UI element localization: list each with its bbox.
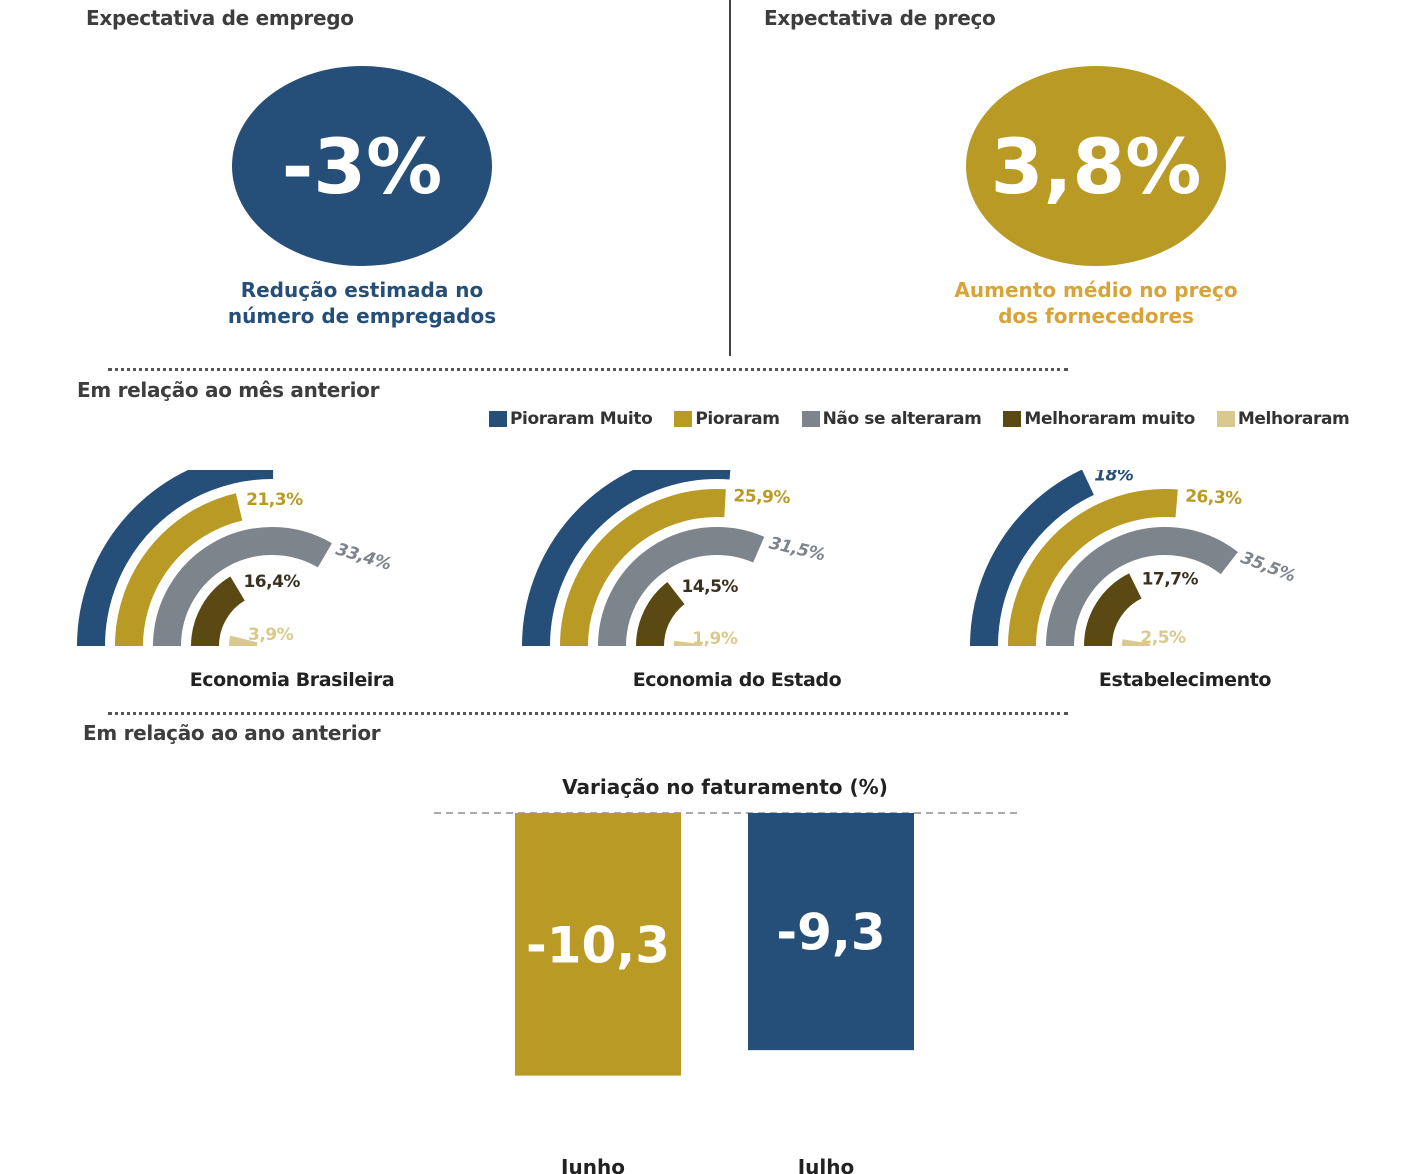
radial-chart-title: Economia Brasileira: [190, 669, 395, 691]
arc-value-label: 31,5%: [767, 533, 827, 565]
legend-label: Melhoraram: [1237, 409, 1350, 429]
legend-swatch: [1003, 411, 1022, 427]
price-title: Expectativa de preço: [764, 6, 996, 30]
legend-label: Melhoraram muito: [1024, 409, 1195, 429]
yearly-title: Em relação ao ano anterior: [83, 721, 381, 745]
dotted-separator: [108, 368, 1068, 371]
arc-melhoraram: [229, 635, 258, 647]
price-caption-line2: dos fornecedores: [998, 304, 1194, 328]
legend-swatch: [489, 411, 507, 427]
arc-value-label: 3,9%: [248, 625, 294, 645]
legend-item: Melhoraram: [1216, 409, 1350, 429]
arc-pioraram-muito: [970, 470, 1095, 647]
bar-julho: [748, 813, 914, 1051]
radial-chart-title: Economia do Estado: [633, 669, 842, 691]
arc-value-label: 35,5%: [1238, 548, 1298, 587]
arc-n-o-se-alteraram: [598, 527, 765, 647]
arc-n-o-se-alteraram: [1046, 527, 1238, 647]
revenue-bar-chart: Variação no faturamento (%) -10,3 Junho -9,…: [434, 775, 1018, 1174]
arc-value-label: 2,5%: [1140, 628, 1186, 648]
arc-melhoraram-muito: [636, 582, 686, 647]
bar-category-label: Julho: [796, 1155, 855, 1174]
employment-caption-line2: número de empregados: [227, 304, 497, 328]
vertical-divider: [729, 0, 731, 356]
legend-swatch: [674, 411, 693, 427]
arc-value-label: 26,3%: [1185, 487, 1243, 510]
bar-junho: [515, 813, 681, 1076]
radial-chart-title: Estabelecimento: [1099, 669, 1272, 691]
arc-value-label: 26,2%: [739, 470, 797, 471]
legend-item: Melhoraram muito: [1003, 409, 1195, 429]
legend-item: Pioraram Muito: [489, 409, 653, 429]
arc-melhoraram-muito: [191, 576, 246, 647]
legend-swatch: [1216, 411, 1235, 427]
arc-pioraram: [1008, 489, 1178, 647]
price-value: 3,8%: [990, 121, 1202, 211]
legend-item: Pioraram: [674, 409, 780, 429]
employment-value-oval: -3%: [232, 66, 492, 266]
arc-pioraram-muito: [77, 470, 274, 647]
employment-value: -3%: [281, 121, 443, 211]
arc-value-label: 17,7%: [1142, 569, 1199, 589]
legend-label: Pioraram: [695, 409, 780, 429]
employment-title: Expectativa de emprego: [86, 6, 354, 30]
legend-label: Não se alteraram: [822, 409, 982, 429]
dotted-separator: [108, 712, 1068, 715]
arc-pioraram: [115, 493, 243, 647]
price-value-oval: 3,8%: [966, 66, 1226, 266]
bar-value-label: -10,3: [526, 916, 670, 974]
arc-value-label: 16,4%: [243, 572, 300, 592]
radial-charts: 25,1%21,3%33,4%16,4%3,9%Economia Brasile…: [77, 470, 1298, 691]
legend: Pioraram Muito Pioraram Não se alteraram Me…: [489, 409, 1350, 429]
monthly-title: Em relação ao mês anterior: [77, 378, 380, 402]
arc-value-label: 21,3%: [246, 490, 303, 510]
legend-label: Pioraram Muito: [510, 409, 653, 429]
bar-value-label: -9,3: [776, 904, 885, 962]
employment-caption: Redução estimada no número de empregados: [212, 277, 512, 329]
legend-swatch: [801, 411, 820, 427]
arc-value-label: 1,9%: [692, 629, 738, 649]
employment-caption-line1: Redução estimada no: [240, 278, 484, 302]
arc-value-label: 14,5%: [681, 577, 738, 597]
arc-pioraram: [560, 489, 726, 647]
price-caption: Aumento médio no preço dos fornecedores: [946, 277, 1246, 329]
arc-value-label: 25,9%: [733, 486, 791, 508]
bar-category-label: Junho: [559, 1155, 625, 1174]
legend-item: Não se alteraram: [801, 409, 982, 429]
arc-melhoraram-muito: [1084, 573, 1143, 647]
arc-value-label: 18%: [1094, 470, 1134, 486]
arc-pioraram-muito: [522, 470, 731, 647]
bar-chart-title: Variação no faturamento (%): [562, 775, 888, 799]
price-caption-line1: Aumento médio no preço: [954, 278, 1238, 302]
arc-value-label: 33,4%: [333, 539, 393, 574]
arc-n-o-se-alteraram: [153, 527, 332, 647]
